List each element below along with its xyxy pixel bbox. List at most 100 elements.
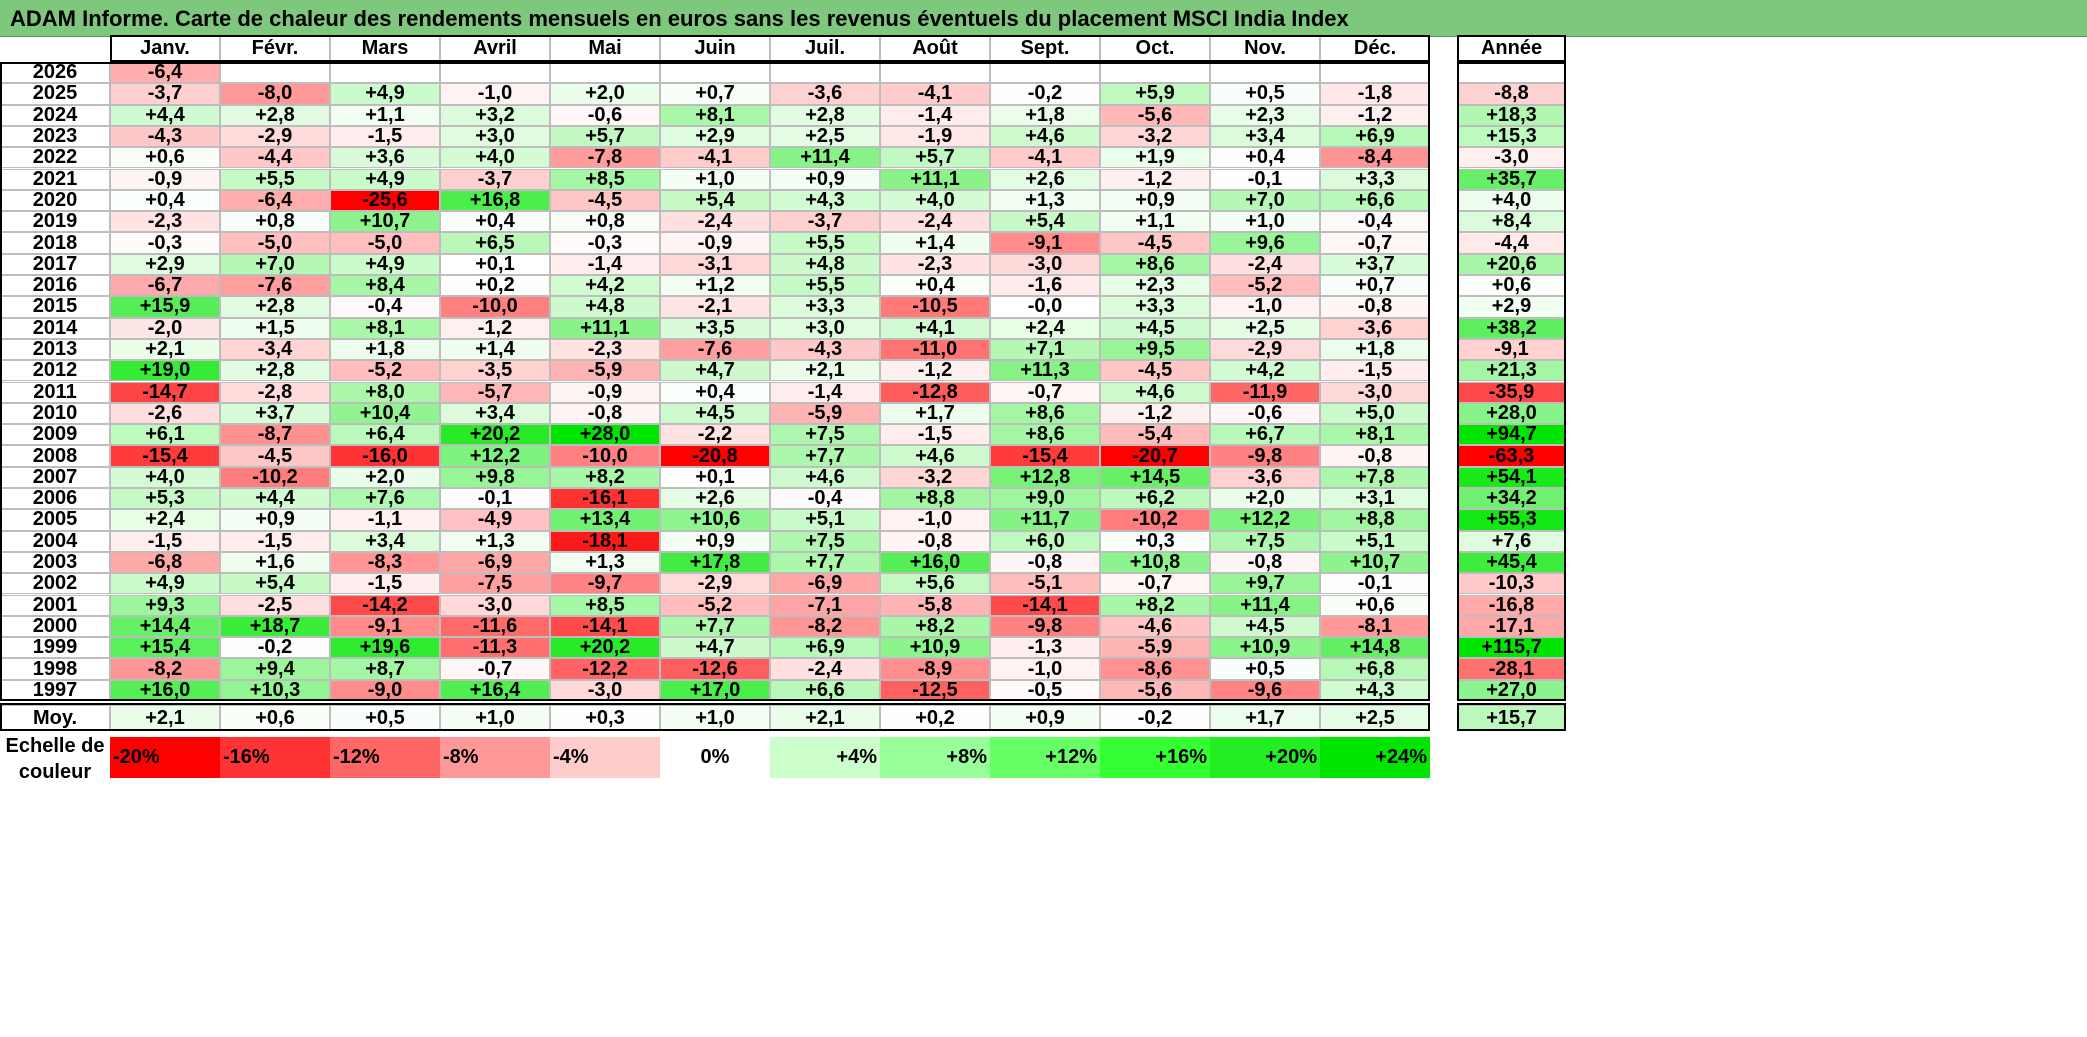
average-cell: +1,0: [660, 705, 770, 731]
month-cell: [660, 62, 770, 84]
month-cell: +3,4: [440, 402, 550, 425]
month-cell: -4,3: [770, 338, 880, 361]
month-cell: -8,2: [770, 615, 880, 638]
month-cell: -0,3: [110, 232, 220, 254]
month-cell: +4,6: [1100, 381, 1210, 403]
annual-cell: +2,9: [1457, 295, 1566, 318]
month-cell: +4,0: [880, 189, 990, 212]
month-cell: -0,4: [1320, 210, 1430, 233]
month-cell: +20,2: [550, 636, 660, 659]
month-cell: +0,6: [110, 146, 220, 169]
month-cell: -1,2: [1100, 402, 1210, 425]
month-cell: +6,1: [110, 423, 220, 446]
month-cell: +11,1: [550, 317, 660, 339]
month-cell: +0,9: [770, 168, 880, 190]
month-cell: +2,8: [220, 104, 330, 126]
month-cell: +10,8: [1100, 551, 1210, 574]
month-cell: +11,4: [770, 146, 880, 169]
month-cell: -5,0: [330, 232, 440, 254]
month-cell: +20,2: [440, 423, 550, 446]
month-cell: +1,8: [990, 104, 1100, 126]
month-cell: +5,1: [1320, 530, 1430, 552]
month-cell: -8,9: [880, 658, 990, 680]
month-cell: -0,6: [550, 104, 660, 126]
month-cell: +19,0: [110, 359, 220, 382]
month-cell: +0,8: [550, 210, 660, 233]
month-cell: -0,6: [1210, 402, 1320, 425]
annual-cell: -16,8: [1457, 594, 1566, 616]
year-label: 2004: [0, 530, 110, 552]
month-cell: -0,0: [990, 295, 1100, 318]
annual-cell: +35,7: [1457, 168, 1566, 190]
month-cell: -0,3: [550, 232, 660, 254]
month-cell: +4,0: [110, 466, 220, 488]
month-cell: +0,2: [440, 274, 550, 297]
month-cell: +4,2: [1210, 359, 1320, 382]
month-cell: -2,6: [110, 402, 220, 425]
month-cell: +0,4: [110, 189, 220, 212]
month-cell: -8,0: [220, 82, 330, 105]
month-cell: -4,1: [990, 146, 1100, 169]
month-cell: -0,4: [770, 487, 880, 510]
month-cell: -5,4: [1100, 423, 1210, 446]
month-cell: -3,6: [1320, 317, 1430, 339]
year-label: 2002: [0, 572, 110, 595]
month-cell: +8,5: [550, 594, 660, 616]
month-cell: -10,5: [880, 295, 990, 318]
month-cell: +4,9: [110, 572, 220, 595]
column-header: Févr.: [220, 35, 330, 62]
month-cell: +6,9: [770, 636, 880, 659]
year-label: 1997: [0, 679, 110, 701]
month-cell: -10,2: [220, 466, 330, 488]
month-cell: +8,0: [330, 381, 440, 403]
year-label: 2017: [0, 253, 110, 275]
month-cell: -9,1: [990, 232, 1100, 254]
month-cell: +8,5: [550, 168, 660, 190]
month-cell: +2,0: [1210, 487, 1320, 510]
month-cell: -5,2: [1210, 274, 1320, 297]
month-cell: +4,3: [770, 189, 880, 212]
color-scale-stop: +4%: [770, 737, 880, 778]
month-cell: +5,0: [1320, 402, 1430, 425]
average-cell: +0,3: [550, 705, 660, 731]
month-cell: +4,1: [880, 317, 990, 339]
month-cell: +7,7: [660, 615, 770, 638]
annual-cell: +94,7: [1457, 423, 1566, 446]
month-cell: +3,1: [1320, 487, 1430, 510]
month-cell: +3,5: [660, 317, 770, 339]
month-cell: -0,2: [220, 636, 330, 659]
month-cell: -8,3: [330, 551, 440, 574]
month-cell: -9,1: [330, 615, 440, 638]
month-cell: +12,2: [1210, 508, 1320, 531]
month-cell: -8,7: [220, 423, 330, 446]
month-cell: -3,0: [1320, 381, 1430, 403]
month-cell: -2,5: [220, 594, 330, 616]
month-cell: -16,0: [330, 445, 440, 467]
month-cell: +4,5: [660, 402, 770, 425]
month-cell: +4,7: [660, 359, 770, 382]
year-label: 2003: [0, 551, 110, 574]
month-cell: +0,4: [440, 210, 550, 233]
annual-cell: -9,1: [1457, 338, 1566, 361]
month-cell: +2,5: [770, 125, 880, 148]
annual-cell: +4,0: [1457, 189, 1566, 212]
year-label: 2016: [0, 274, 110, 297]
month-cell: -5,6: [1100, 104, 1210, 126]
month-cell: +14,5: [1100, 466, 1210, 488]
month-cell: +10,9: [880, 636, 990, 659]
month-cell: +1,4: [440, 338, 550, 361]
year-label: 2013: [0, 338, 110, 361]
month-cell: -2,9: [220, 125, 330, 148]
column-header: Oct.: [1100, 35, 1210, 62]
month-cell: -9,7: [550, 572, 660, 595]
month-cell: +9,8: [440, 466, 550, 488]
month-cell: -1,2: [1320, 104, 1430, 126]
month-cell: -9,6: [1210, 679, 1320, 701]
month-cell: +6,7: [1210, 423, 1320, 446]
month-cell: -7,8: [550, 146, 660, 169]
month-cell: +0,9: [1100, 189, 1210, 212]
year-label: 2005: [0, 508, 110, 531]
annual-cell: +7,6: [1457, 530, 1566, 552]
annual-cell: +8,4: [1457, 210, 1566, 233]
month-cell: +3,4: [1210, 125, 1320, 148]
